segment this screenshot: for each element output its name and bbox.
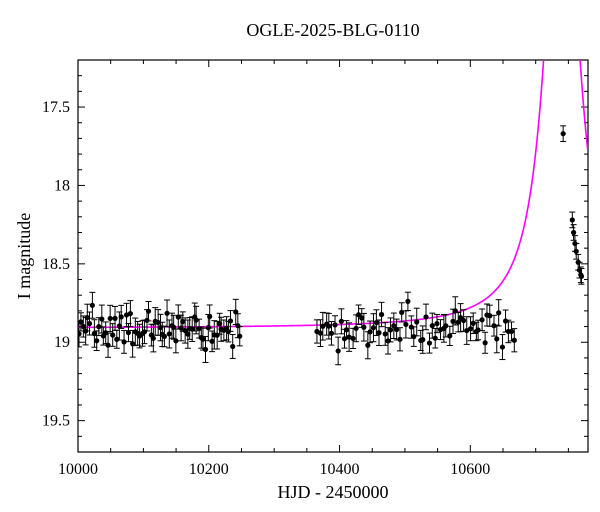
data-point <box>574 249 579 254</box>
data-point <box>427 340 432 345</box>
x-axis-label: HJD - 2450000 <box>278 482 389 502</box>
data-point <box>318 331 323 336</box>
data-point <box>128 311 133 316</box>
data-point <box>180 319 185 324</box>
data-point <box>173 338 178 343</box>
data-point <box>371 325 376 330</box>
data-point <box>119 314 124 319</box>
data-point <box>228 318 233 323</box>
data-point <box>90 303 95 308</box>
data-point <box>164 311 169 316</box>
y-tick-label: 18.5 <box>42 256 70 273</box>
data-point <box>461 318 466 323</box>
data-point <box>200 337 205 342</box>
data-point <box>110 332 115 337</box>
data-point <box>411 334 416 339</box>
data-point <box>433 336 438 341</box>
data-point <box>105 343 110 348</box>
data-point <box>361 325 366 330</box>
x-tick-label: 10400 <box>320 461 360 478</box>
data-point <box>420 337 425 342</box>
data-point <box>414 319 419 324</box>
data-point <box>146 309 151 314</box>
data-point <box>385 338 390 343</box>
data-point <box>332 322 337 327</box>
data-point <box>434 321 439 326</box>
x-tick-label: 10000 <box>58 461 98 478</box>
data-point <box>405 299 410 304</box>
data-point <box>354 326 359 331</box>
data-point <box>367 329 372 334</box>
data-point <box>468 326 473 331</box>
data-point <box>374 320 379 325</box>
y-tick-label: 17.5 <box>42 99 70 116</box>
data-point <box>326 324 331 329</box>
data-point <box>456 320 461 325</box>
data-point <box>194 317 199 322</box>
data-point <box>579 274 584 279</box>
data-point <box>509 329 514 334</box>
y-tick-label: 19.5 <box>42 413 70 430</box>
data-point <box>203 347 208 352</box>
data-point <box>87 321 92 326</box>
data-point <box>397 337 402 342</box>
data-point <box>215 333 220 338</box>
data-point <box>167 331 172 336</box>
data-point <box>99 316 104 321</box>
data-point <box>388 327 393 332</box>
y-tick-label: 18 <box>54 177 70 194</box>
data-point <box>471 321 476 326</box>
data-point <box>430 323 435 328</box>
data-point <box>142 329 147 334</box>
data-point <box>403 322 408 327</box>
data-point <box>344 327 349 332</box>
data-point <box>483 340 488 345</box>
data-point <box>561 131 566 136</box>
light-curve-chart: OGLE-2025-BLG-0110 10000 10200 10400 10600 17… <box>0 0 600 512</box>
data-point <box>479 317 484 322</box>
data-point <box>350 336 355 341</box>
y-axis-label: I magnitude <box>14 213 34 299</box>
data-point <box>383 331 388 336</box>
data-point <box>494 336 499 341</box>
data-point <box>78 319 83 324</box>
data-point <box>162 334 167 339</box>
x-tick-label: 10200 <box>189 461 229 478</box>
data-point <box>365 343 370 348</box>
data-point <box>329 331 334 336</box>
data-point <box>230 344 235 349</box>
data-point <box>94 338 99 343</box>
data-point <box>108 316 113 321</box>
data-point <box>339 319 344 324</box>
data-point <box>503 318 508 323</box>
data-point <box>376 330 381 335</box>
data-point <box>500 344 505 349</box>
data-point <box>207 314 212 319</box>
data-point <box>475 327 480 332</box>
data-point <box>237 334 242 339</box>
chart-title: OGLE-2025-BLG-0110 <box>246 20 419 40</box>
data-point <box>151 336 156 341</box>
data-point <box>112 316 117 321</box>
x-tick-label: 10600 <box>450 461 490 478</box>
data-point <box>571 230 576 235</box>
data-point <box>512 338 517 343</box>
data-point <box>114 337 119 342</box>
data-point <box>570 217 575 222</box>
data-point <box>496 310 501 315</box>
y-tick-label: 19 <box>54 334 70 351</box>
data-point <box>336 348 341 353</box>
data-point <box>423 314 428 319</box>
data-point <box>379 312 384 317</box>
